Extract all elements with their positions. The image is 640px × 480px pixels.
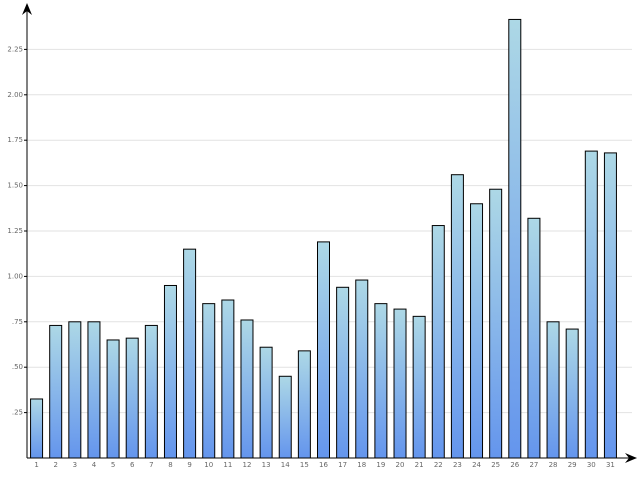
bar bbox=[144, 324, 158, 459]
x-tick-label: 12 bbox=[243, 461, 252, 469]
x-tick-label: 15 bbox=[300, 461, 309, 469]
x-tick-label: 17 bbox=[338, 461, 347, 469]
bar bbox=[240, 319, 254, 459]
bar bbox=[68, 321, 82, 459]
y-tick-label: 1.50 bbox=[7, 182, 23, 190]
bar bbox=[584, 150, 598, 459]
x-tick-label: 19 bbox=[376, 461, 385, 469]
x-tick-label: 18 bbox=[357, 461, 366, 469]
x-tick-label: 23 bbox=[453, 461, 462, 469]
bar bbox=[163, 284, 177, 459]
bar bbox=[565, 328, 579, 459]
bar bbox=[431, 225, 445, 459]
bar bbox=[527, 217, 541, 459]
x-tick-label: 24 bbox=[472, 461, 481, 469]
y-tick-label: 1.75 bbox=[7, 136, 23, 144]
x-tick-label: 7 bbox=[149, 461, 153, 469]
y-tick-label: 2.00 bbox=[7, 91, 23, 99]
x-tick-label: 1 bbox=[34, 461, 38, 469]
x-tick-label: 8 bbox=[168, 461, 172, 469]
bar bbox=[278, 375, 292, 459]
x-tick-label: 10 bbox=[204, 461, 213, 469]
bar bbox=[30, 398, 44, 459]
bar bbox=[87, 321, 101, 459]
bar bbox=[470, 203, 484, 459]
x-tick-label: 30 bbox=[587, 461, 596, 469]
x-tick-label: 4 bbox=[92, 461, 97, 469]
x-tick-label: 31 bbox=[606, 461, 615, 469]
x-tick-label: 11 bbox=[223, 461, 232, 469]
bar bbox=[221, 299, 235, 459]
x-tick-label: 6 bbox=[130, 461, 135, 469]
x-tick-label: 25 bbox=[491, 461, 500, 469]
x-tick-label: 22 bbox=[434, 461, 443, 469]
y-tick-label: 1.25 bbox=[7, 227, 23, 235]
bar bbox=[546, 321, 560, 459]
y-tick-label: .50 bbox=[12, 363, 23, 371]
bar bbox=[412, 315, 426, 459]
y-tick-label: .25 bbox=[12, 409, 23, 417]
x-tick-label: 28 bbox=[549, 461, 558, 469]
bar bbox=[297, 350, 311, 459]
x-arrow bbox=[625, 453, 637, 463]
x-tick-label: 3 bbox=[73, 461, 77, 469]
bar bbox=[393, 308, 407, 459]
bar bbox=[259, 346, 273, 459]
bar bbox=[508, 18, 522, 459]
bar bbox=[106, 339, 120, 459]
x-tick-label: 16 bbox=[319, 461, 328, 469]
bar bbox=[49, 324, 63, 459]
x-tick-label: 29 bbox=[568, 461, 577, 469]
x-tick-label: 21 bbox=[415, 461, 424, 469]
y-arrow bbox=[22, 3, 32, 15]
bar bbox=[355, 279, 369, 459]
bar bbox=[450, 174, 464, 459]
bar bbox=[603, 152, 617, 459]
x-tick-label: 5 bbox=[111, 461, 115, 469]
y-tick-label: .75 bbox=[12, 318, 23, 326]
x-tick-label: 2 bbox=[53, 461, 57, 469]
y-tick-label: 2.25 bbox=[7, 45, 23, 53]
x-tick-label: 14 bbox=[281, 461, 290, 469]
bar bbox=[374, 303, 388, 459]
x-tick-label: 13 bbox=[262, 461, 271, 469]
bar bbox=[336, 286, 350, 459]
x-tick-label: 27 bbox=[529, 461, 538, 469]
bar bbox=[317, 241, 330, 459]
y-tick-label: 1.00 bbox=[7, 272, 23, 280]
bar bbox=[183, 248, 197, 459]
x-tick-label: 26 bbox=[510, 461, 519, 469]
x-tick-label: 9 bbox=[187, 461, 191, 469]
x-tick-label: 20 bbox=[396, 461, 405, 469]
bar bbox=[489, 188, 503, 459]
bar bbox=[202, 303, 216, 459]
bar bbox=[125, 337, 139, 459]
